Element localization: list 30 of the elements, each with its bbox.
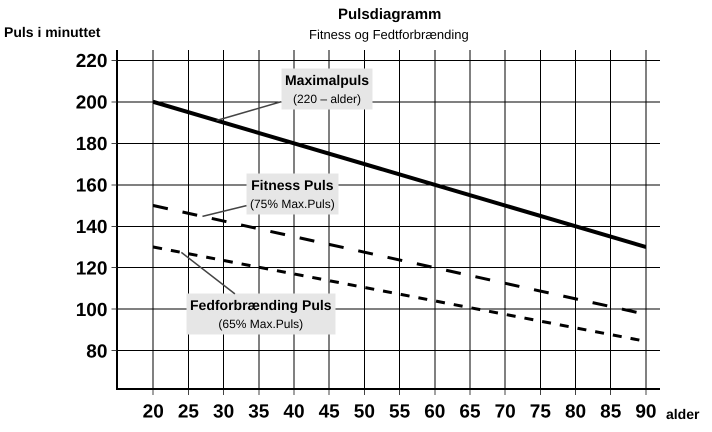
- x-axis-title: alder: [666, 406, 700, 422]
- y-tick-label: 200: [76, 92, 108, 114]
- x-tick-label: 80: [564, 402, 586, 423]
- chart-subtitle: Fitness og Fedtforbrænding: [309, 27, 469, 42]
- x-tick-label: 20: [142, 402, 164, 423]
- x-tick-label: 70: [494, 402, 516, 423]
- annotation: Fedforbrænding Puls (65% Max.Puls): [190, 297, 332, 332]
- x-tick-label: 40: [283, 402, 305, 423]
- y-tick-label: 180: [76, 134, 108, 155]
- y-tick-label: 140: [76, 216, 108, 238]
- y-tick-label: 220: [76, 51, 108, 72]
- x-tick-label: 25: [178, 402, 200, 423]
- annotation: Maximalpuls (220 – alder): [285, 72, 370, 106]
- x-tick-label: 50: [354, 402, 375, 423]
- x-tick-label: 85: [600, 402, 622, 423]
- annotation: Fitness Puls (75% Max.Puls): [250, 177, 335, 212]
- x-tick-label: 35: [248, 402, 270, 423]
- y-tick-label: 100: [76, 300, 108, 321]
- x-tick-label: 60: [424, 402, 446, 423]
- chart-title: Pulsdiagramm: [338, 6, 442, 23]
- x-tick-label: 65: [459, 402, 481, 423]
- x-tick-label: 45: [318, 402, 340, 423]
- y-tick-label: 80: [86, 341, 108, 362]
- x-tick-label: 75: [530, 402, 552, 423]
- y-tick-label: 120: [76, 258, 108, 280]
- y-tick-label: 160: [76, 175, 108, 196]
- y-axis-title: Puls i minuttet: [4, 24, 101, 40]
- x-tick-label: 90: [635, 402, 656, 423]
- x-tick-label: 55: [388, 402, 411, 423]
- x-tick-label: 30: [213, 402, 234, 423]
